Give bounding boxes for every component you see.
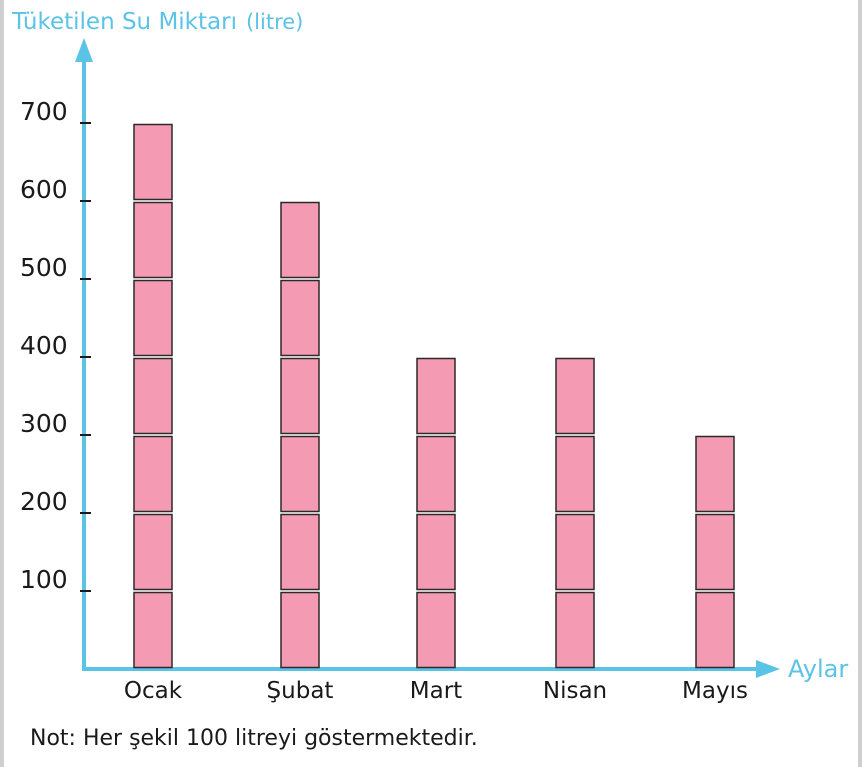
y-axis-title: Tüketilen Su Miktarı (litre) xyxy=(11,9,303,35)
x-tick-label: Nisan xyxy=(543,678,607,704)
bar-block xyxy=(416,591,456,669)
y-axis-arrow xyxy=(75,38,93,62)
bar-block xyxy=(280,201,320,279)
bar-block xyxy=(695,591,735,669)
x-tick-label: Mart xyxy=(410,678,462,704)
x-tick-label: Şubat xyxy=(267,678,334,704)
y-axis-title-main: Tüketilen Su Miktarı xyxy=(11,9,237,35)
x-ticks: Ocak Şubat Mart Nisan Mayıs xyxy=(124,678,748,704)
y-tick-label: 200 xyxy=(20,487,68,516)
bar-block xyxy=(695,435,735,513)
bar-block xyxy=(133,201,173,279)
x-tick-label: Mayıs xyxy=(682,678,748,704)
bar-şubat xyxy=(280,201,320,669)
bar-ocak xyxy=(133,123,173,669)
y-tick-label: 700 xyxy=(20,97,68,126)
axes: Tüketilen Su Miktarı (litre) Aylar xyxy=(11,9,848,683)
y-axis-title-unit: (litre) xyxy=(246,10,303,34)
bar-block xyxy=(133,123,173,201)
bar-block xyxy=(280,279,320,357)
y-tick-label: 100 xyxy=(20,565,68,594)
bar-block xyxy=(133,435,173,513)
bar-chart: Tüketilen Su Miktarı (litre) Aylar 100 200… xyxy=(11,9,848,704)
bar-block xyxy=(695,513,735,591)
bar-block xyxy=(133,279,173,357)
bar-block xyxy=(555,591,595,669)
bar-block xyxy=(416,435,456,513)
y-tick-label: 500 xyxy=(20,253,68,282)
bars xyxy=(133,123,735,669)
x-axis-title: Aylar xyxy=(788,655,848,683)
bar-block xyxy=(555,435,595,513)
bar-block xyxy=(280,357,320,435)
bar-block xyxy=(555,357,595,435)
bar-block xyxy=(416,357,456,435)
y-ticks: 100 200 300 400 500 600 700 xyxy=(20,97,91,594)
x-axis-arrow xyxy=(756,660,780,678)
bar-block xyxy=(280,591,320,669)
bar-block xyxy=(416,513,456,591)
bar-block xyxy=(133,591,173,669)
bar-block xyxy=(280,513,320,591)
chart-note: Not: Her şekil 100 litreyi göstermektedi… xyxy=(30,726,478,751)
bar-mart xyxy=(416,357,456,669)
bar-block xyxy=(133,513,173,591)
y-tick-label: 400 xyxy=(20,331,68,360)
bar-nisan xyxy=(555,357,595,669)
bar-mayıs xyxy=(695,435,735,669)
x-tick-label: Ocak xyxy=(124,678,183,704)
bar-block xyxy=(133,357,173,435)
bar-block xyxy=(280,435,320,513)
y-tick-label: 300 xyxy=(20,409,68,438)
bar-block xyxy=(555,513,595,591)
y-tick-label: 600 xyxy=(20,175,68,204)
